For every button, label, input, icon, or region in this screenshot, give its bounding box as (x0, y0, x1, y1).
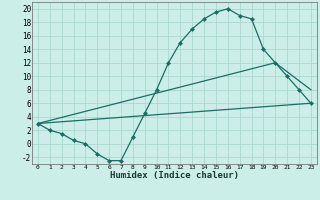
X-axis label: Humidex (Indice chaleur): Humidex (Indice chaleur) (110, 171, 239, 180)
